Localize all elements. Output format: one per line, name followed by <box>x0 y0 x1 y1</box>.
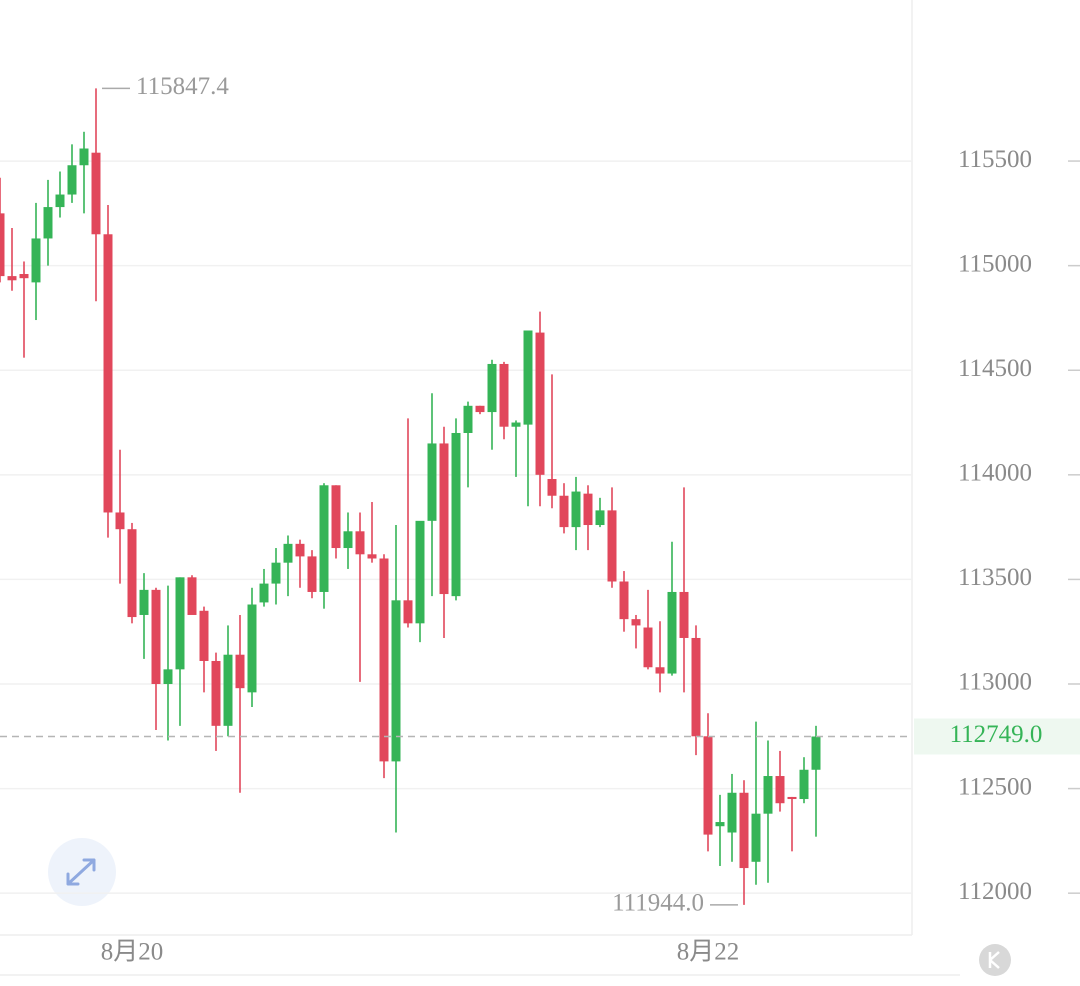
candle-body <box>211 660 221 726</box>
candle-body <box>547 479 557 496</box>
candle-body <box>0 213 5 277</box>
y-tick-label: 113000 <box>958 669 1032 696</box>
candle-body <box>571 491 581 528</box>
x-tick-label: 8月20 <box>101 939 164 966</box>
candle-body <box>115 512 125 530</box>
candle-body <box>427 443 437 521</box>
candle-body <box>415 520 425 624</box>
candle-body <box>799 769 809 800</box>
candle-body <box>331 485 341 549</box>
y-tick-label: 112500 <box>958 773 1032 800</box>
x-tick-label: 8月22 <box>677 939 740 966</box>
candle-body <box>403 600 413 624</box>
candle-body <box>811 736 821 770</box>
candle-body <box>463 405 473 433</box>
candle-body <box>715 822 725 827</box>
candle-body <box>763 776 773 814</box>
candle-body <box>619 581 629 620</box>
candle-body <box>727 792 737 833</box>
candle-body <box>247 604 257 693</box>
candle-body <box>535 332 545 475</box>
candle-body <box>295 543 305 557</box>
candle-body <box>343 531 353 549</box>
candle-body <box>739 792 749 869</box>
candle-body <box>307 556 317 592</box>
candle-body <box>475 405 485 413</box>
candle-body <box>667 591 677 674</box>
max-label: 115847.4 <box>136 73 229 100</box>
candle-body <box>319 485 329 592</box>
candle-body <box>199 610 209 661</box>
candle-body <box>163 669 173 684</box>
candle-body <box>187 577 197 615</box>
candle-body <box>139 589 149 615</box>
candle-body <box>67 165 77 195</box>
last-price-box <box>914 718 1080 755</box>
candle-body <box>7 276 17 281</box>
candle-body <box>79 148 89 166</box>
candle-body <box>487 363 497 413</box>
y-tick-label: 114500 <box>958 355 1032 382</box>
candle-body <box>439 443 449 595</box>
candle-body <box>31 238 41 283</box>
candle-body <box>775 776 785 804</box>
y-tick-label: 113500 <box>958 564 1032 591</box>
y-tick-label: 112000 <box>958 878 1032 905</box>
candle-body <box>379 558 389 762</box>
y-tick-label: 115500 <box>958 146 1032 173</box>
candle-body <box>103 234 113 513</box>
candle-body <box>367 554 377 559</box>
candle-body <box>559 495 569 528</box>
candle-body <box>19 274 29 279</box>
candle-body <box>355 531 365 555</box>
candle-body <box>283 543 293 563</box>
min-label: 111944.0 <box>612 890 704 917</box>
candle-body <box>595 510 605 526</box>
candle-body <box>679 591 689 638</box>
candle-body <box>787 796 797 800</box>
candle-body <box>655 667 665 674</box>
candle-body <box>703 736 713 835</box>
candle-body <box>643 627 653 668</box>
candle-body <box>391 600 401 762</box>
candle-body <box>583 493 593 526</box>
candle-body <box>523 330 533 425</box>
candle-body <box>91 152 101 235</box>
candle-body <box>55 194 65 208</box>
candle-body <box>451 432 461 597</box>
k-button[interactable] <box>979 944 1011 976</box>
candle-body <box>259 583 269 603</box>
candle-body <box>511 422 521 427</box>
candle-body <box>175 577 185 670</box>
candle-body <box>235 654 245 689</box>
expand-button[interactable] <box>48 838 116 906</box>
candle-body <box>223 654 233 726</box>
y-tick-label: 114000 <box>958 460 1032 487</box>
candle-body <box>607 510 617 582</box>
candle-body <box>751 813 761 862</box>
candle-body <box>43 207 53 239</box>
candle-body <box>631 619 641 626</box>
candle-body <box>691 637 701 737</box>
candle-body <box>499 363 509 427</box>
candle-body <box>271 562 281 584</box>
y-tick-label: 115000 <box>958 250 1032 277</box>
candle-body <box>151 589 161 684</box>
last-price-label: 112749.0 <box>950 721 1043 748</box>
candle-body <box>127 529 137 618</box>
